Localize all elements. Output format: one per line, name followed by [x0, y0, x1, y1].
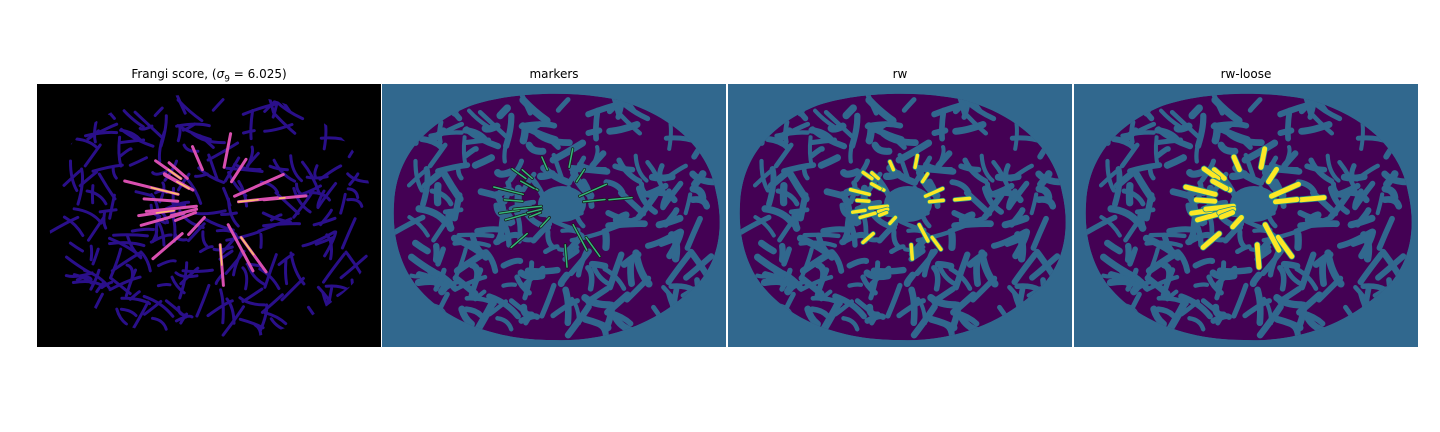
rw-loose-image	[1074, 84, 1418, 347]
rw-panel: rw	[728, 64, 1072, 347]
markers-panel: markers	[382, 64, 726, 347]
rw-image	[728, 84, 1072, 347]
rw-loose-panel-title: rw-loose	[1220, 67, 1272, 81]
rw-loose-panel: rw-loose	[1074, 64, 1418, 347]
frangi-score-image	[37, 84, 381, 347]
rw-panel-title: rw	[892, 67, 908, 81]
markers-panel-title: markers	[529, 67, 579, 81]
frangi-panel: Frangi score, (σ9 = 6.025)	[37, 64, 381, 347]
frangi-panel-title: Frangi score, (σ9 = 6.025)	[131, 67, 287, 85]
markers-image	[382, 84, 726, 347]
